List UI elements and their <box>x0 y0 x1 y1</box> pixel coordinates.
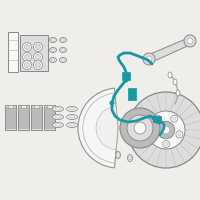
Circle shape <box>22 43 32 51</box>
Ellipse shape <box>128 154 132 162</box>
Ellipse shape <box>61 59 65 61</box>
Circle shape <box>34 52 42 62</box>
Polygon shape <box>31 105 42 130</box>
Ellipse shape <box>50 47 57 52</box>
Circle shape <box>173 117 176 120</box>
Polygon shape <box>128 88 136 100</box>
Circle shape <box>154 115 161 122</box>
Circle shape <box>162 126 170 134</box>
Ellipse shape <box>69 108 75 110</box>
Polygon shape <box>45 107 54 128</box>
Polygon shape <box>21 105 26 108</box>
Ellipse shape <box>50 38 57 43</box>
Polygon shape <box>8 105 13 108</box>
Polygon shape <box>20 35 48 71</box>
Circle shape <box>36 54 40 60</box>
Ellipse shape <box>173 79 177 85</box>
Polygon shape <box>6 107 15 128</box>
Circle shape <box>149 131 156 138</box>
Circle shape <box>22 60 32 70</box>
Circle shape <box>146 56 152 62</box>
Circle shape <box>187 38 193 44</box>
Circle shape <box>22 52 32 62</box>
Circle shape <box>24 45 30 49</box>
Ellipse shape <box>55 108 61 110</box>
Circle shape <box>162 141 170 148</box>
Ellipse shape <box>51 59 55 61</box>
Ellipse shape <box>51 49 55 51</box>
Ellipse shape <box>61 39 65 41</box>
Ellipse shape <box>69 116 75 118</box>
Circle shape <box>127 115 153 141</box>
Circle shape <box>164 143 168 146</box>
Circle shape <box>178 133 181 136</box>
Ellipse shape <box>51 39 55 41</box>
Wedge shape <box>78 88 118 168</box>
Circle shape <box>24 62 30 68</box>
Circle shape <box>151 133 154 136</box>
Ellipse shape <box>168 72 172 78</box>
Circle shape <box>34 43 42 51</box>
Ellipse shape <box>116 152 120 158</box>
Ellipse shape <box>66 106 78 112</box>
Ellipse shape <box>66 122 78 128</box>
Circle shape <box>143 53 155 65</box>
Polygon shape <box>44 105 55 130</box>
Circle shape <box>176 131 183 138</box>
Circle shape <box>116 153 120 157</box>
Polygon shape <box>8 32 18 72</box>
Circle shape <box>110 100 114 106</box>
Ellipse shape <box>55 124 61 126</box>
Ellipse shape <box>69 124 75 126</box>
Ellipse shape <box>52 122 64 128</box>
Polygon shape <box>5 105 16 130</box>
Circle shape <box>36 45 40 49</box>
Circle shape <box>134 122 146 134</box>
Circle shape <box>171 115 178 122</box>
Circle shape <box>157 121 175 139</box>
Circle shape <box>124 77 128 82</box>
Circle shape <box>128 156 132 160</box>
Polygon shape <box>19 107 28 128</box>
Circle shape <box>184 35 196 47</box>
Ellipse shape <box>55 116 61 118</box>
Wedge shape <box>96 106 118 150</box>
Ellipse shape <box>52 114 64 119</box>
Polygon shape <box>18 105 29 130</box>
Circle shape <box>120 108 160 148</box>
Ellipse shape <box>60 58 66 62</box>
Ellipse shape <box>176 90 180 96</box>
Polygon shape <box>32 107 41 128</box>
Circle shape <box>152 116 156 120</box>
Polygon shape <box>34 105 39 108</box>
Circle shape <box>156 117 159 120</box>
Polygon shape <box>153 116 161 122</box>
Ellipse shape <box>60 38 66 43</box>
Circle shape <box>128 92 200 168</box>
Circle shape <box>36 62 40 68</box>
Circle shape <box>147 111 185 149</box>
Ellipse shape <box>61 49 65 51</box>
Ellipse shape <box>50 58 57 62</box>
Ellipse shape <box>66 114 78 119</box>
Polygon shape <box>47 105 52 108</box>
Ellipse shape <box>60 47 66 52</box>
Circle shape <box>24 54 30 60</box>
Polygon shape <box>148 38 192 62</box>
Ellipse shape <box>52 106 64 112</box>
Polygon shape <box>122 72 130 80</box>
Circle shape <box>34 60 42 70</box>
